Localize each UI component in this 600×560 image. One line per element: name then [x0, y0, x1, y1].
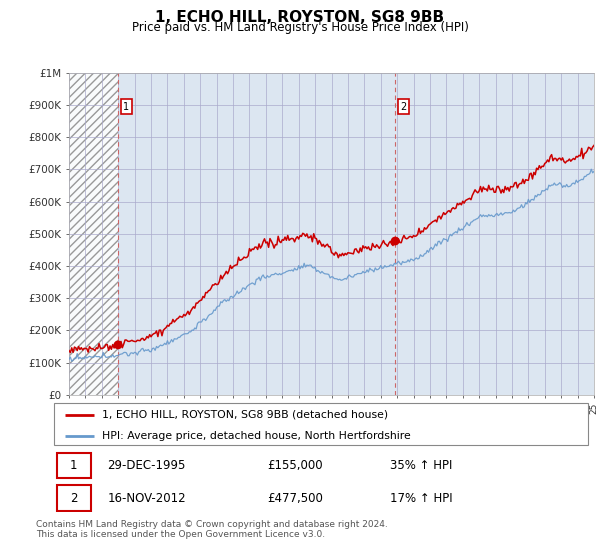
Text: Contains HM Land Registry data © Crown copyright and database right 2024.
This d: Contains HM Land Registry data © Crown c… — [36, 520, 388, 539]
Text: Price paid vs. HM Land Registry's House Price Index (HPI): Price paid vs. HM Land Registry's House … — [131, 21, 469, 34]
Text: 2: 2 — [70, 492, 77, 505]
FancyBboxPatch shape — [56, 486, 91, 511]
Text: HPI: Average price, detached house, North Hertfordshire: HPI: Average price, detached house, Nort… — [102, 431, 411, 441]
Bar — [69, 73, 118, 395]
Text: 29-DEC-1995: 29-DEC-1995 — [107, 459, 186, 472]
Point — [113, 340, 123, 349]
Text: 1, ECHO HILL, ROYSTON, SG8 9BB: 1, ECHO HILL, ROYSTON, SG8 9BB — [155, 10, 445, 25]
FancyBboxPatch shape — [54, 403, 588, 445]
Text: 1: 1 — [123, 101, 129, 111]
Text: 35% ↑ HPI: 35% ↑ HPI — [391, 459, 453, 472]
Text: £155,000: £155,000 — [268, 459, 323, 472]
Text: 17% ↑ HPI: 17% ↑ HPI — [391, 492, 453, 505]
FancyBboxPatch shape — [56, 452, 91, 478]
Text: 16-NOV-2012: 16-NOV-2012 — [107, 492, 186, 505]
Text: 1, ECHO HILL, ROYSTON, SG8 9BB (detached house): 1, ECHO HILL, ROYSTON, SG8 9BB (detached… — [102, 410, 388, 420]
Point — [391, 236, 400, 245]
Text: £477,500: £477,500 — [268, 492, 323, 505]
Text: 1: 1 — [70, 459, 77, 472]
Text: 2: 2 — [400, 101, 406, 111]
